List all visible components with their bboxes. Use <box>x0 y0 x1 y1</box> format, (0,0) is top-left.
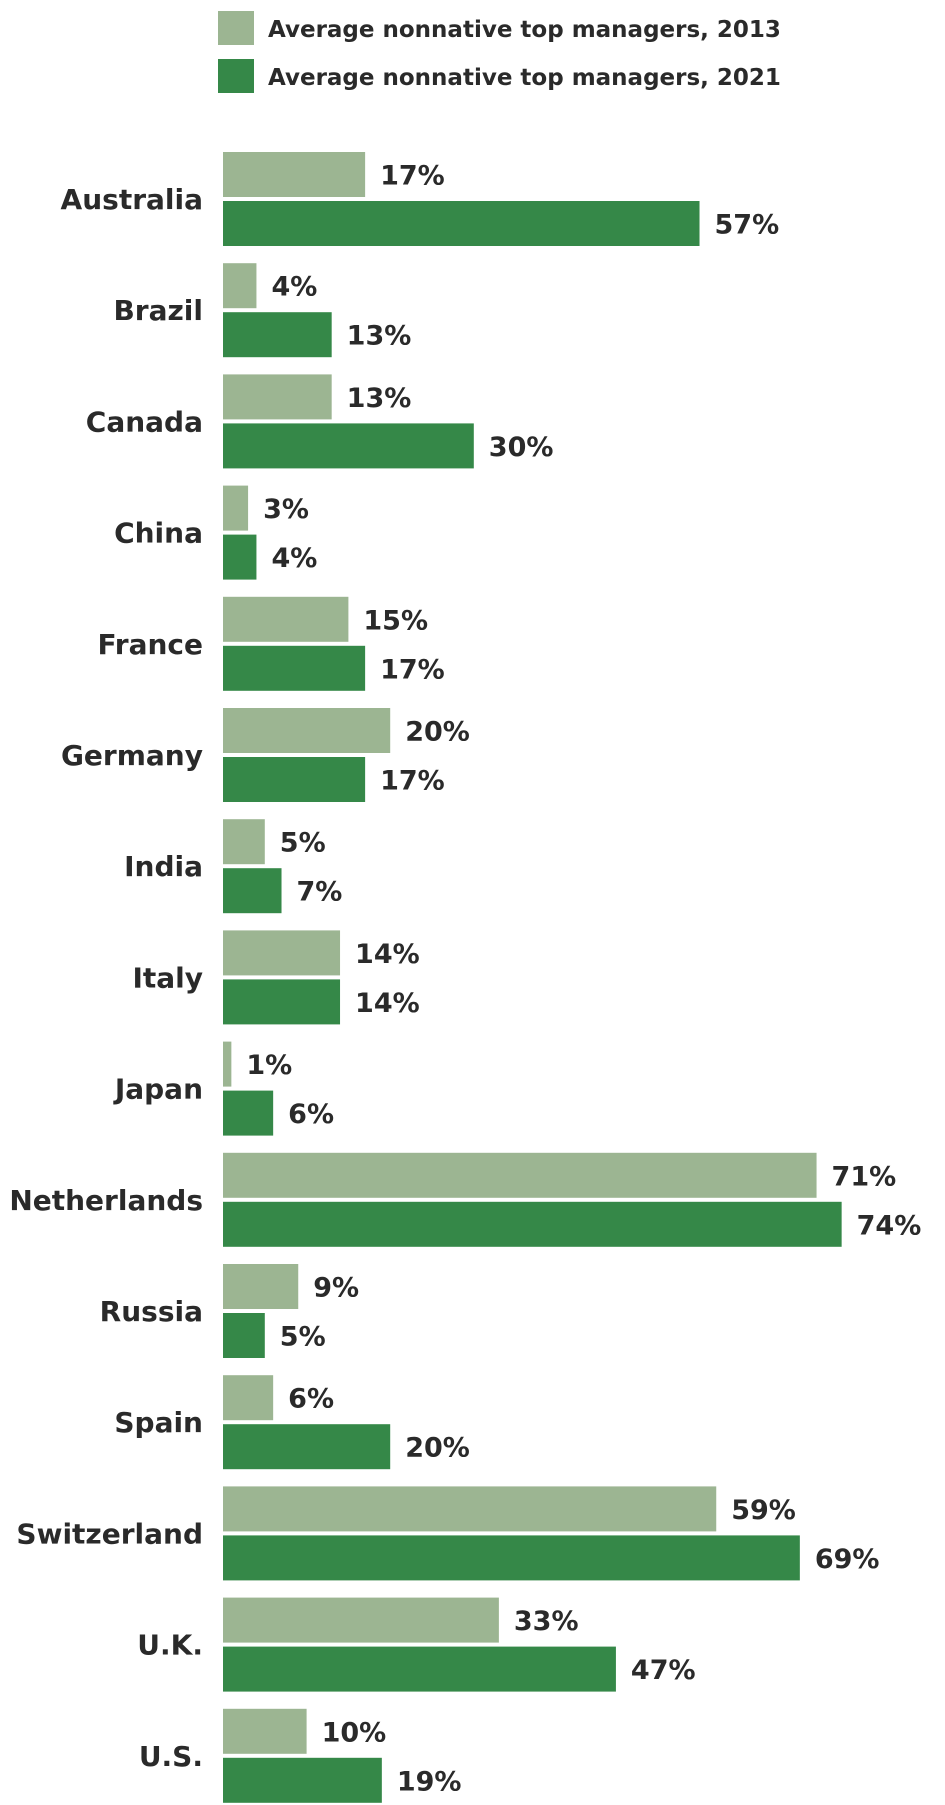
data-label: 14% <box>355 939 420 970</box>
bar-group-japan: Japan 1% 6% <box>113 1041 334 1136</box>
bar-group-italy: Italy 14% 14% <box>132 930 420 1025</box>
data-label: 71% <box>832 1161 897 1192</box>
data-label: 6% <box>288 1099 334 1130</box>
bar-2013 <box>223 1264 299 1309</box>
bar-2021 <box>223 979 341 1025</box>
data-label: 59% <box>731 1495 796 1526</box>
bar-group-russia: Russia 9% 5% <box>100 1264 359 1358</box>
bar-2013 <box>223 1486 717 1532</box>
bar-2013 <box>223 930 341 976</box>
bar-2021 <box>223 868 282 914</box>
category-label: U.S. <box>139 1740 203 1773</box>
data-label: 7% <box>297 877 343 908</box>
data-label: 3% <box>263 494 309 525</box>
data-label: 57% <box>715 210 780 241</box>
plot-area: Australia 17% 57% Brazil 4% 13% Canada 13% 30% Ch… <box>9 152 921 1803</box>
data-label: 1% <box>246 1050 292 1081</box>
bar-2013 <box>223 152 366 197</box>
bar-2021 <box>223 645 366 691</box>
data-label: 69% <box>815 1544 880 1575</box>
data-label: 74% <box>857 1210 922 1241</box>
data-label: 30% <box>489 432 554 463</box>
category-label: Brazil <box>113 294 203 327</box>
data-label: 6% <box>288 1384 334 1415</box>
category-label: Switzerland <box>16 1517 203 1550</box>
category-label: Spain <box>114 1406 203 1439</box>
bar-2021 <box>223 1201 842 1247</box>
data-label: 5% <box>280 1322 326 1353</box>
data-label: 15% <box>363 605 428 636</box>
category-label: China <box>114 517 203 550</box>
legend-swatch-2021 <box>218 59 254 93</box>
bar-group-australia: Australia 17% 57% <box>61 152 780 246</box>
bar-group-france: France 15% 17% <box>97 596 445 691</box>
data-label: 5% <box>280 828 326 859</box>
data-label: 9% <box>313 1273 359 1304</box>
bar-2021 <box>223 1090 274 1136</box>
data-label: 17% <box>380 654 445 685</box>
bar-2021 <box>223 423 474 469</box>
data-label: 4% <box>271 543 317 574</box>
bar-group-u-k: U.K. 33% 47% <box>137 1597 696 1692</box>
category-label: Germany <box>61 739 203 772</box>
legend: Average nonnative top managers, 2013 Ave… <box>218 11 781 93</box>
data-label: 13% <box>347 383 412 414</box>
bar-2013 <box>223 1597 499 1643</box>
data-label: 47% <box>631 1655 696 1686</box>
data-label: 17% <box>380 161 445 192</box>
bar-2013 <box>223 819 265 865</box>
data-label: 20% <box>405 1433 470 1464</box>
data-label: 13% <box>347 321 412 352</box>
legend-label-2013: Average nonnative top managers, 2013 <box>268 17 781 43</box>
bar-group-brazil: Brazil 4% 13% <box>113 263 412 358</box>
bar-2013 <box>223 374 332 420</box>
data-label: 20% <box>405 717 470 748</box>
bar-group-germany: Germany 20% 17% <box>61 708 470 802</box>
bar-2013 <box>223 708 391 753</box>
bar-2013 <box>223 1708 307 1754</box>
category-label: India <box>124 850 203 883</box>
bar-2021 <box>223 1535 800 1581</box>
bar-group-china: China 3% 4% <box>114 485 317 580</box>
category-label: U.K. <box>137 1629 203 1662</box>
category-label: Netherlands <box>9 1184 203 1217</box>
data-label: 17% <box>380 766 445 797</box>
data-label: 10% <box>322 1717 387 1748</box>
data-label: 19% <box>397 1766 462 1797</box>
data-label: 33% <box>514 1606 579 1637</box>
category-label: Italy <box>132 961 203 994</box>
category-label: Japan <box>113 1073 203 1106</box>
bar-group-spain: Spain 6% 20% <box>114 1375 470 1470</box>
bar-2021 <box>223 1313 265 1358</box>
category-label: Australia <box>61 183 203 216</box>
data-label: 14% <box>355 988 420 1019</box>
bar-2013 <box>223 1041 232 1087</box>
bar-group-u-s: U.S. 10% 19% <box>139 1708 462 1803</box>
category-label: Russia <box>100 1295 203 1328</box>
bar-group-switzerland: Switzerland 59% 69% <box>16 1486 880 1581</box>
data-label: 4% <box>271 272 317 303</box>
bar-2021 <box>223 1757 382 1803</box>
category-label: France <box>97 628 203 661</box>
legend-swatch-2013 <box>218 11 254 45</box>
bar-2021 <box>223 1424 391 1470</box>
bar-2013 <box>223 485 249 531</box>
bar-group-india: India 5% 7% <box>124 819 343 914</box>
bar-2021 <box>223 312 332 358</box>
category-label: Canada <box>86 405 203 438</box>
bar-2013 <box>223 1152 817 1198</box>
bar-2013 <box>223 1375 274 1421</box>
bar-2021 <box>223 1646 616 1692</box>
bar-2013 <box>223 263 257 309</box>
bar-2021 <box>223 757 366 802</box>
bar-group-netherlands: Netherlands 71% 74% <box>9 1152 922 1247</box>
bar-2021 <box>223 201 700 246</box>
bar-2021 <box>223 534 257 580</box>
bar-2013 <box>223 596 349 642</box>
legend-label-2021: Average nonnative top managers, 2021 <box>268 65 781 91</box>
bar-group-canada: Canada 13% 30% <box>86 374 554 469</box>
